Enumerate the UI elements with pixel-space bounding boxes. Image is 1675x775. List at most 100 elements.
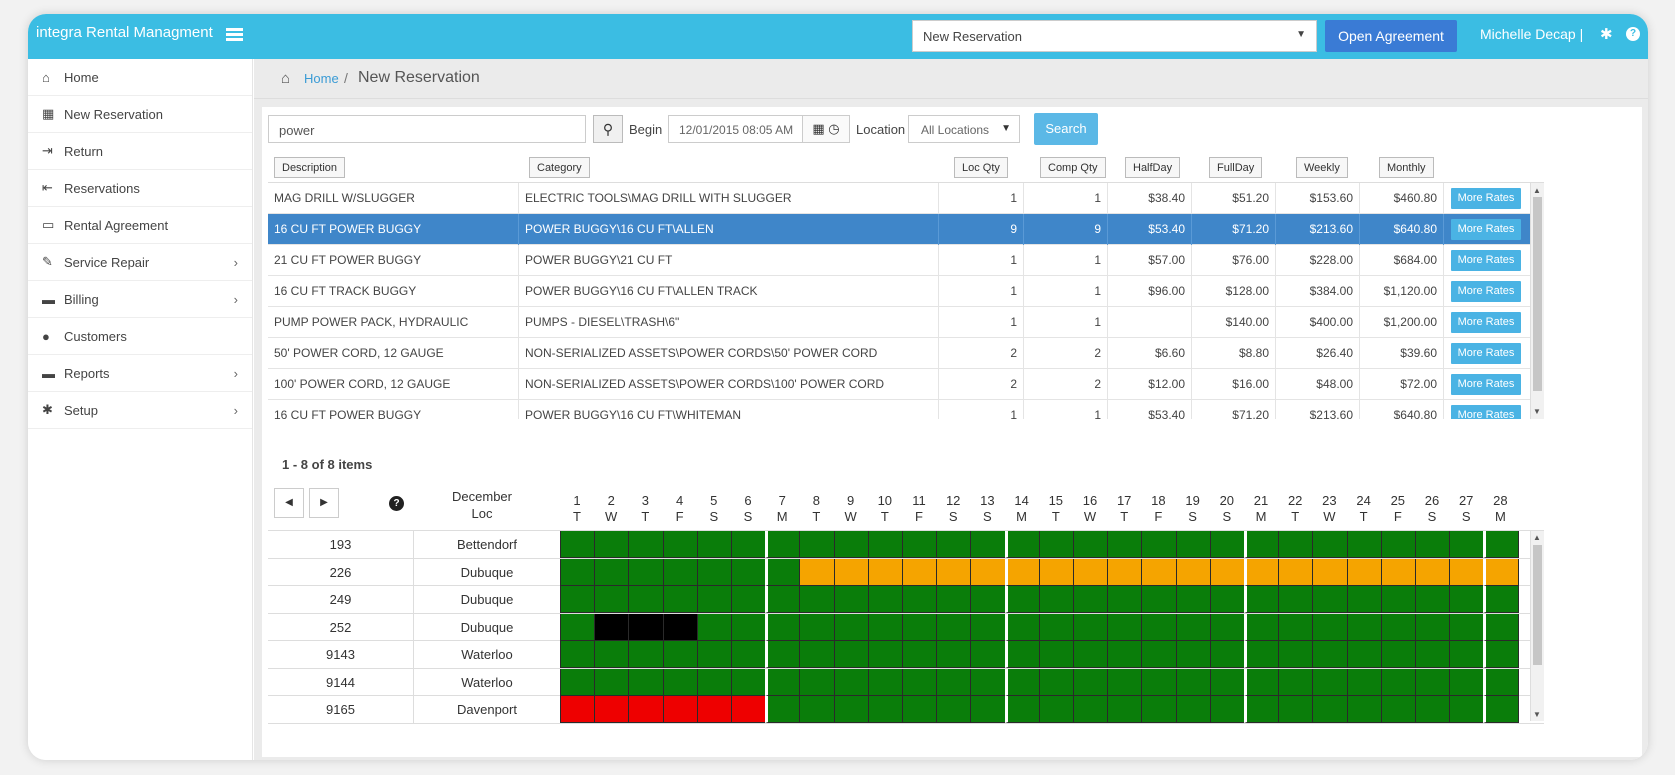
day-cell[interactable] bbox=[560, 696, 596, 723]
sidebar-item-rental-agreement[interactable]: ▭ Rental Agreement bbox=[28, 207, 252, 244]
day-cell[interactable] bbox=[731, 558, 767, 586]
column-description[interactable]: Description bbox=[274, 157, 346, 178]
day-cell[interactable] bbox=[1449, 641, 1485, 668]
day-cell[interactable] bbox=[1209, 668, 1245, 696]
day-cell[interactable] bbox=[1483, 696, 1519, 723]
day-cell[interactable] bbox=[1244, 641, 1280, 668]
more-rates-button[interactable]: More Rates bbox=[1451, 219, 1521, 240]
day-cell[interactable] bbox=[1073, 641, 1109, 668]
help-icon[interactable]: ? bbox=[1626, 27, 1640, 41]
day-cell[interactable] bbox=[902, 613, 938, 641]
day-cell[interactable] bbox=[1073, 613, 1109, 641]
day-cell[interactable] bbox=[560, 613, 596, 641]
table-row[interactable]: MAG DRILL W/SLUGGER ELECTRIC TOOLS\MAG DR… bbox=[268, 183, 1544, 214]
more-rates-button[interactable]: More Rates bbox=[1451, 250, 1521, 271]
sidebar-item-home[interactable]: ⌂ Home bbox=[28, 59, 252, 96]
day-cell[interactable] bbox=[1209, 531, 1245, 558]
day-cell[interactable] bbox=[1415, 558, 1451, 586]
day-cell[interactable] bbox=[1483, 641, 1519, 668]
day-cell[interactable] bbox=[696, 613, 732, 641]
day-cell[interactable] bbox=[902, 641, 938, 668]
day-cell[interactable] bbox=[1141, 641, 1177, 668]
day-cell[interactable] bbox=[1483, 558, 1519, 586]
sidebar-item-billing[interactable]: ▬ Billing › bbox=[28, 281, 252, 318]
day-cell[interactable] bbox=[594, 531, 630, 558]
day-cell[interactable] bbox=[1073, 668, 1109, 696]
day-cell[interactable] bbox=[1175, 641, 1211, 668]
day-cell[interactable] bbox=[1073, 586, 1109, 613]
day-cell[interactable] bbox=[902, 696, 938, 723]
day-cell[interactable] bbox=[628, 613, 664, 641]
day-cell[interactable] bbox=[1346, 668, 1382, 696]
day-cell[interactable] bbox=[1004, 613, 1040, 641]
day-cell[interactable] bbox=[628, 696, 664, 723]
day-cell[interactable] bbox=[1278, 613, 1314, 641]
day-cell[interactable] bbox=[1312, 696, 1348, 723]
day-cell[interactable] bbox=[1312, 641, 1348, 668]
sidebar-item-return[interactable]: ⇥ Return bbox=[28, 133, 252, 170]
day-cell[interactable] bbox=[1312, 668, 1348, 696]
day-cell[interactable] bbox=[1346, 586, 1382, 613]
day-cell[interactable] bbox=[1346, 558, 1382, 586]
day-cell[interactable] bbox=[1141, 696, 1177, 723]
day-cell[interactable] bbox=[1380, 613, 1416, 641]
day-cell[interactable] bbox=[970, 696, 1006, 723]
day-cell[interactable] bbox=[1141, 586, 1177, 613]
day-cell[interactable] bbox=[560, 668, 596, 696]
day-cell[interactable] bbox=[628, 668, 664, 696]
day-cell[interactable] bbox=[936, 696, 972, 723]
day-cell[interactable] bbox=[731, 531, 767, 558]
day-cell[interactable] bbox=[799, 558, 835, 586]
day-cell[interactable] bbox=[833, 558, 869, 586]
day-cell[interactable] bbox=[936, 641, 972, 668]
day-cell[interactable] bbox=[662, 696, 698, 723]
day-cell[interactable] bbox=[1278, 558, 1314, 586]
sidebar-item-new-reservation[interactable]: ▦ New Reservation bbox=[28, 96, 252, 133]
day-cell[interactable] bbox=[1346, 696, 1382, 723]
sidebar-item-customers[interactable]: ● Customers bbox=[28, 318, 252, 355]
day-cell[interactable] bbox=[731, 668, 767, 696]
day-cell[interactable] bbox=[1278, 668, 1314, 696]
hamburger-menu-icon[interactable] bbox=[226, 28, 243, 42]
day-cell[interactable] bbox=[902, 586, 938, 613]
day-cell[interactable] bbox=[1346, 531, 1382, 558]
day-cell[interactable] bbox=[765, 641, 801, 668]
sidebar-item-setup[interactable]: ✱ Setup › bbox=[28, 392, 252, 429]
day-cell[interactable] bbox=[902, 558, 938, 586]
more-rates-button[interactable]: More Rates bbox=[1451, 405, 1521, 419]
day-cell[interactable] bbox=[696, 586, 732, 613]
search-button[interactable]: Search bbox=[1034, 113, 1098, 145]
day-cell[interactable] bbox=[1004, 531, 1040, 558]
day-cell[interactable] bbox=[1038, 558, 1074, 586]
day-cell[interactable] bbox=[765, 668, 801, 696]
day-cell[interactable] bbox=[662, 613, 698, 641]
day-cell[interactable] bbox=[902, 668, 938, 696]
day-cell[interactable] bbox=[1244, 613, 1280, 641]
day-cell[interactable] bbox=[560, 586, 596, 613]
day-cell[interactable] bbox=[628, 531, 664, 558]
day-cell[interactable] bbox=[1346, 613, 1382, 641]
day-cell[interactable] bbox=[1175, 586, 1211, 613]
day-cell[interactable] bbox=[902, 531, 938, 558]
day-cell[interactable] bbox=[1415, 586, 1451, 613]
column-weekly[interactable]: Weekly bbox=[1296, 157, 1348, 178]
day-cell[interactable] bbox=[628, 586, 664, 613]
day-cell[interactable] bbox=[1107, 586, 1143, 613]
day-cell[interactable] bbox=[1278, 531, 1314, 558]
scroll-up-icon[interactable]: ▲ bbox=[1533, 186, 1541, 195]
prev-month-button[interactable]: ◀ bbox=[274, 488, 304, 518]
day-cell[interactable] bbox=[1209, 586, 1245, 613]
breadcrumb-home-link[interactable]: Home bbox=[304, 71, 339, 86]
day-cell[interactable] bbox=[970, 586, 1006, 613]
day-cell[interactable] bbox=[1449, 586, 1485, 613]
day-cell[interactable] bbox=[833, 613, 869, 641]
sidebar-item-service-repair[interactable]: ✎ Service Repair › bbox=[28, 244, 252, 281]
day-cell[interactable] bbox=[867, 586, 903, 613]
day-cell[interactable] bbox=[731, 641, 767, 668]
day-cell[interactable] bbox=[594, 641, 630, 668]
day-cell[interactable] bbox=[1346, 641, 1382, 668]
day-cell[interactable] bbox=[696, 668, 732, 696]
day-cell[interactable] bbox=[628, 558, 664, 586]
day-cell[interactable] bbox=[1004, 696, 1040, 723]
day-cell[interactable] bbox=[833, 531, 869, 558]
